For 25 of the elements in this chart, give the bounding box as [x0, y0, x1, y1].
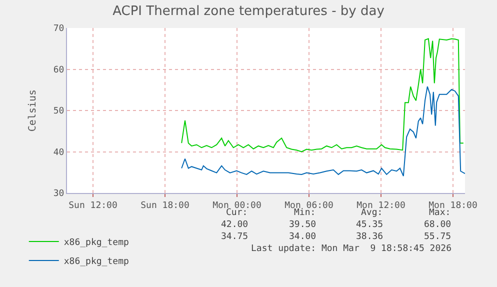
x-tick-label: Sun 18:00	[140, 200, 190, 211]
x-tick-label: Sun 12:00	[68, 200, 118, 211]
line-series	[181, 38, 464, 152]
y-tick-label: 40	[53, 148, 64, 158]
y-tick-label: 50	[53, 106, 64, 117]
legend-label: x86_pkg_temp	[64, 256, 129, 267]
text: Avg:	[361, 208, 383, 218]
y-axis-title: Celsius	[27, 89, 38, 132]
text: 68.00	[424, 220, 452, 230]
legend-label: x86_pkg_temp	[64, 238, 129, 248]
text: 34.75	[221, 232, 248, 242]
text: 34.00	[289, 232, 316, 242]
y-tick-label: 30	[53, 189, 64, 200]
line-series	[181, 86, 465, 177]
text: 55.75	[424, 232, 452, 242]
chart-title: ACPI Thermal zone temperatures - by day	[112, 4, 385, 20]
text: Last update: Mon Mar 9 18:58:45 2026	[251, 244, 452, 254]
y-tick-label: 60	[53, 65, 64, 76]
text: 38.36	[356, 232, 384, 242]
text: 42.00	[221, 220, 248, 230]
text: Max:	[429, 208, 451, 218]
y-tick-label: 70	[53, 24, 64, 34]
text: 39.50	[289, 220, 316, 230]
text: Cur:	[226, 208, 248, 218]
text: 45.35	[356, 220, 384, 230]
